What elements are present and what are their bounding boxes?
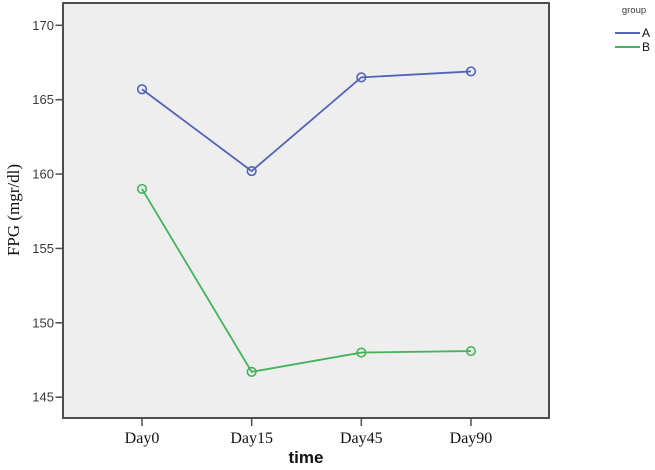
x-axis-title: time	[288, 448, 324, 467]
data-point-B-Day90	[465, 345, 477, 357]
legend-title: group	[621, 5, 647, 16]
y-tick-label: 170	[32, 18, 54, 33]
y-tick-label: 150	[32, 315, 54, 330]
plot-frame	[62, 2, 550, 419]
y-axis-title: FPG (mgr/dl)	[4, 163, 23, 257]
y-tick-label: 155	[32, 241, 54, 256]
x-tick-label: Day45	[340, 430, 383, 447]
series-line-B	[141, 188, 471, 373]
legend-label-B: B	[642, 40, 651, 54]
y-tick-label: 160	[32, 167, 54, 182]
series-line-A	[141, 70, 472, 173]
data-point-A-Day90	[465, 66, 477, 77]
plot-background	[63, 3, 549, 418]
data-point-B-Day15	[246, 366, 257, 377]
data-point-B-Day45	[356, 347, 367, 358]
data-point-A-Day45	[356, 72, 367, 83]
data-point-B-Day0	[136, 183, 148, 195]
y-tick-label: 145	[32, 390, 54, 405]
x-tick-label: Day15	[230, 430, 273, 447]
y-tick-label: 165	[32, 92, 54, 107]
legend-swatch-B	[615, 46, 640, 48]
legend-item-B: B	[612, 40, 655, 54]
legend-swatch-A	[615, 32, 640, 34]
legend-label-A: A	[642, 26, 651, 40]
legend-item-A: A	[612, 26, 655, 40]
x-tick-label: Day0	[125, 430, 160, 447]
x-tick-label: Day90	[450, 430, 493, 447]
data-point-A-Day15	[246, 165, 257, 177]
data-point-A-Day0	[136, 84, 148, 95]
